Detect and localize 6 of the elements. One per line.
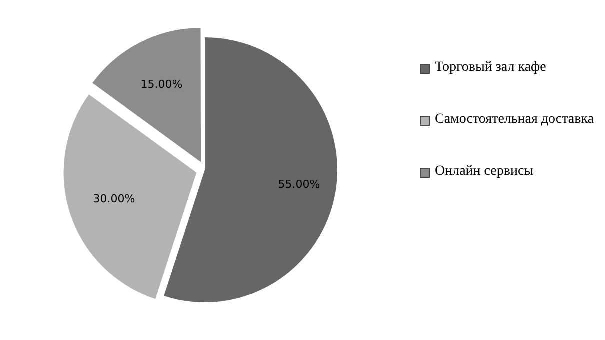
legend-label: Самостоятельная доставка [435, 112, 594, 128]
data-label: 15.00% [140, 78, 183, 91]
legend-label: Онлайн сервисы [435, 164, 534, 180]
data-label: 55.00% [278, 178, 320, 191]
data-label: 30.00% [93, 192, 136, 206]
legend-label: Торговый зал кафе [435, 60, 546, 76]
